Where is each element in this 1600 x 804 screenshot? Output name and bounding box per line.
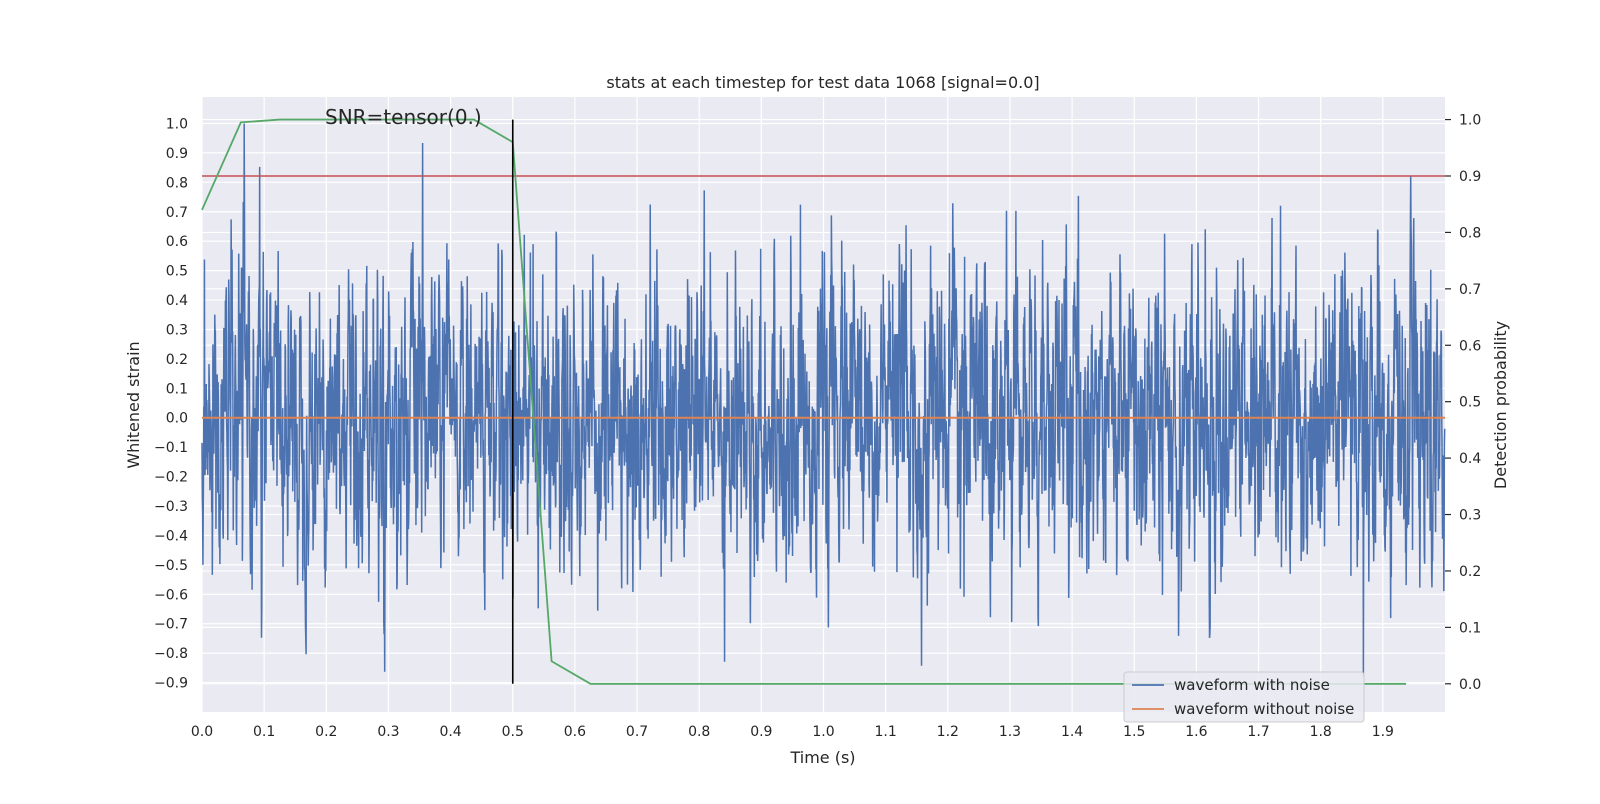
x-tick-label: 0.8 [688, 724, 710, 740]
y-tick-label: 0.7 [166, 205, 188, 221]
y-tick-label: 0.8 [166, 175, 188, 191]
y-tick-label: 0.5 [166, 264, 188, 280]
x-tick-label: 0.7 [626, 724, 648, 740]
y-tick-label: 0.4 [166, 293, 188, 309]
y-tick-label: 0.9 [166, 146, 188, 162]
y2-tick-label: 1.0 [1459, 113, 1481, 129]
y2-tick-label: 0.2 [1459, 564, 1481, 580]
y2-tick-label: 0.4 [1459, 451, 1481, 467]
waveform-with-noise-line [201, 123, 1446, 677]
x-tick-label: 1.7 [1247, 724, 1269, 740]
y-tick-label: 0.3 [166, 322, 188, 338]
x-tick-label: 1.1 [875, 724, 897, 740]
x-tick-label: 1.6 [1185, 724, 1207, 740]
y2-tick-label: 0.7 [1459, 282, 1481, 298]
x-tick-label: 1.5 [1123, 724, 1145, 740]
y-tick-label: −0.7 [154, 617, 188, 633]
x-tick-label: 0.1 [253, 724, 275, 740]
x-tick-label: 0.9 [750, 724, 772, 740]
legend-box [1123, 671, 1365, 723]
y-tick-label: 0.2 [166, 352, 188, 368]
x-tick-label: 1.4 [1061, 724, 1083, 740]
legend-label-waveform-with-noise: waveform with noise [1174, 676, 1330, 694]
series-waveform-with-noise [201, 123, 1446, 677]
y-tick-label: −0.1 [154, 440, 188, 456]
x-axis-label: Time (s) [789, 748, 855, 767]
y2-tick-label: 0.9 [1459, 169, 1481, 185]
x-tick-label: 1.9 [1372, 724, 1394, 740]
x-tick-label: 0.4 [439, 724, 461, 740]
y-tick-label: 0.1 [166, 381, 188, 397]
y-tick-label: 1.0 [166, 116, 188, 132]
y-tick-label: −0.5 [154, 558, 188, 574]
y-tick-label: −0.3 [154, 499, 188, 515]
y-tick-label: −0.8 [154, 646, 188, 662]
y2-tick-label: 0.8 [1459, 225, 1481, 241]
y2-tick-label: 0.1 [1459, 620, 1481, 636]
y-tick-label: −0.2 [154, 470, 188, 486]
y2-tick-label: 0.6 [1459, 338, 1481, 354]
snr-annotation: SNR=tensor(0.) [325, 105, 482, 129]
chart-title: stats at each timestep for test data 106… [606, 73, 1039, 92]
x-tick-label: 1.0 [812, 724, 834, 740]
x-tick-label: 1.2 [937, 724, 959, 740]
y2-tick-label: 0.5 [1459, 395, 1481, 411]
y2-tick-label: 0.0 [1459, 677, 1481, 693]
x-tick-label: 0.3 [377, 724, 399, 740]
tick-labels: 0.0 0.1 0.2 0.3 0.4 0.5 0.6 0.7 0.8 0.9 1.0 1.1 1.2 1… [154, 113, 1481, 740]
y2-axis-label: Detection probability [1491, 321, 1510, 489]
legend-label-waveform-without-noise: waveform without noise [1174, 700, 1354, 718]
x-tick-label: 0.2 [315, 724, 337, 740]
y-tick-label: −0.9 [154, 676, 188, 692]
y-tick-label: −0.4 [154, 528, 188, 544]
legend: waveform with noise waveform without noi… [1123, 671, 1365, 723]
x-tick-label: 1.8 [1310, 724, 1332, 740]
x-tick-label: 1.3 [999, 724, 1021, 740]
x-tick-label: 0.6 [564, 724, 586, 740]
y-tick-label: 0.0 [166, 411, 188, 427]
y-tick-label: −0.6 [154, 587, 188, 603]
y2-tick-label: 0.3 [1459, 508, 1481, 524]
x-tick-label: 0.5 [502, 724, 524, 740]
x-tick-label: 0.0 [191, 724, 213, 740]
y-tick-label: 0.6 [166, 234, 188, 250]
y-axis-label: Whitened strain [124, 341, 143, 468]
